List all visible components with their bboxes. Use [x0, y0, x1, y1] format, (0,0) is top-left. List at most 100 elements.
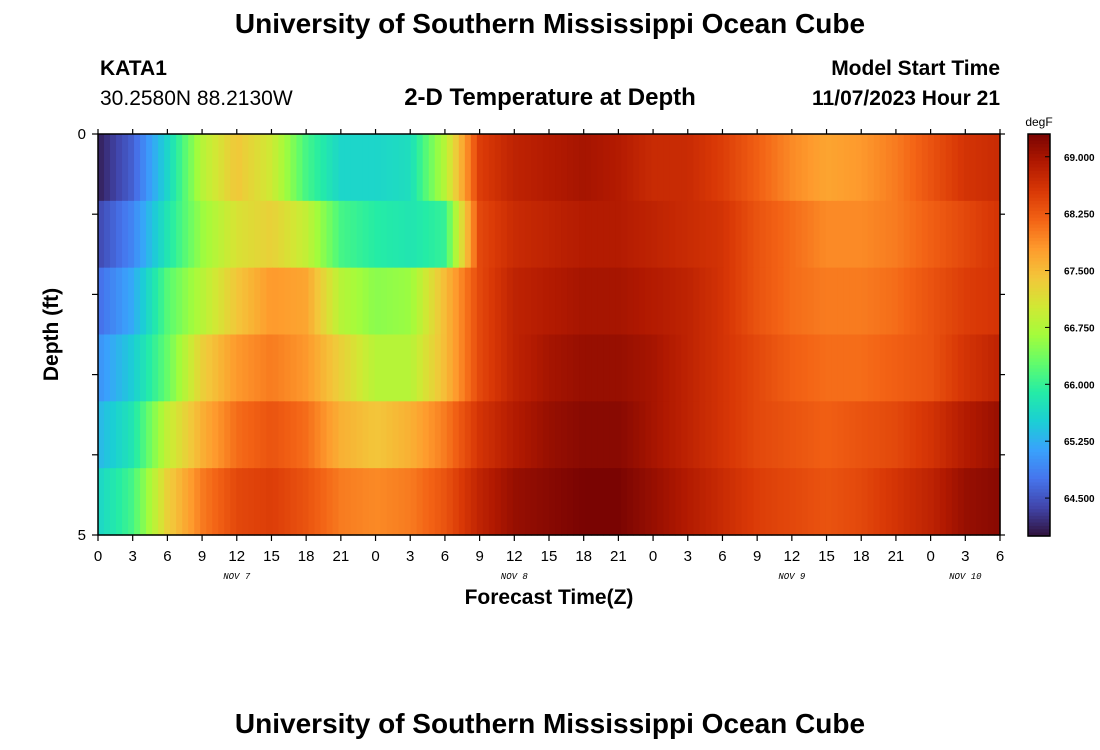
heatmap-cell: [320, 267, 328, 336]
heatmap-cell: [579, 401, 586, 469]
heatmap-cell: [633, 334, 640, 402]
heatmap-cell: [110, 200, 117, 269]
heatmap-cell: [440, 200, 448, 269]
heatmap-cell: [927, 134, 935, 202]
heatmap-cell: [981, 200, 989, 269]
heatmap-cell: [645, 401, 652, 469]
heatmap-cell: [699, 134, 706, 202]
colorbar-segment: [1028, 318, 1050, 323]
heatmap-cell: [302, 267, 310, 336]
heatmap-cell: [567, 334, 574, 402]
heatmap-cell: [446, 401, 454, 469]
heatmap-cell: [506, 267, 514, 336]
heatmap-cell: [296, 468, 304, 536]
heatmap-cell: [759, 267, 767, 336]
heatmap-cell: [963, 200, 971, 269]
heatmap-cell: [356, 267, 364, 336]
heatmap-cell: [530, 267, 538, 336]
heatmap-cell: [506, 401, 514, 469]
heatmap-cell: [573, 468, 580, 536]
heatmap-cell: [506, 200, 514, 269]
colorbar-segment: [1028, 522, 1050, 527]
heatmap-cell: [416, 134, 424, 202]
heatmap-cell: [693, 468, 700, 536]
heatmap-cell: [200, 200, 207, 269]
heatmap-cell: [512, 401, 520, 469]
heatmap-cell: [506, 334, 514, 402]
heatmap-cell: [320, 200, 328, 269]
heatmap-cell: [867, 200, 875, 269]
colorbar-segment: [1028, 492, 1050, 497]
heatmap-cell: [494, 334, 502, 402]
heatmap-cell: [801, 468, 809, 536]
colorbar-segment: [1028, 455, 1050, 460]
heatmap-cell: [392, 200, 400, 269]
heatmap-cell: [609, 401, 616, 469]
heatmap-cell: [164, 267, 171, 336]
heatmap-cell: [897, 334, 905, 402]
heatmap-cell: [657, 401, 664, 469]
heatmap-cell: [855, 401, 863, 469]
heatmap-cell: [104, 401, 111, 469]
heatmap-cell: [903, 134, 911, 202]
x-tick-label: 3: [406, 548, 414, 565]
heatmap-cell: [567, 200, 574, 269]
heatmap-cell: [879, 200, 887, 269]
heatmap-cell: [561, 267, 568, 336]
heatmap-cell: [879, 267, 887, 336]
heatmap-cell: [212, 468, 219, 536]
heatmap-cell: [260, 401, 267, 469]
heatmap-cell: [765, 334, 773, 402]
colorbar-segment: [1028, 452, 1050, 457]
heatmap-cell: [362, 401, 370, 469]
colorbar-segment: [1028, 167, 1050, 172]
heatmap-cell: [230, 468, 237, 536]
heatmap-cell: [561, 401, 568, 469]
heatmap-cell: [591, 334, 598, 402]
heatmap-cell: [164, 468, 171, 536]
heatmap-cell: [789, 401, 797, 469]
heatmap-cell: [542, 200, 550, 269]
heatmap-cell: [969, 267, 977, 336]
heatmap-cell: [573, 267, 580, 336]
heatmap-cell: [194, 200, 201, 269]
heatmap-cell: [741, 200, 749, 269]
heatmap-cell: [867, 267, 875, 336]
heatmap-cell: [555, 468, 562, 536]
heatmap-cell: [104, 267, 111, 336]
heatmap-cell: [783, 134, 791, 202]
x-tick-label: 12: [506, 548, 523, 565]
heatmap-cell: [140, 334, 147, 402]
heatmap-cell: [639, 267, 646, 336]
heatmap-cell: [981, 468, 989, 536]
heatmap-cell: [873, 401, 881, 469]
heatmap-cell: [771, 134, 779, 202]
heatmap-cell: [807, 401, 815, 469]
heatmap-cell: [320, 401, 328, 469]
heatmap-cell: [398, 468, 406, 536]
heatmap-cell: [470, 134, 478, 202]
heatmap-cell: [518, 334, 526, 402]
heatmap-cell: [681, 401, 688, 469]
heatmap-cell: [290, 468, 298, 536]
heatmap-cell: [350, 200, 358, 269]
colorbar-segment: [1028, 278, 1050, 282]
heatmap-cell: [344, 401, 352, 469]
heatmap-cell: [945, 334, 953, 402]
colorbar-segment: [1028, 482, 1050, 487]
heatmap-cell: [651, 267, 658, 336]
heatmap-cell: [597, 334, 604, 402]
heatmap-cell: [260, 267, 267, 336]
colorbar-segment: [1028, 405, 1050, 410]
heatmap-cell: [314, 468, 322, 536]
heatmap-cell: [903, 468, 911, 536]
colorbar-segment: [1028, 137, 1050, 142]
heatmap-cell: [224, 134, 231, 202]
heatmap-cell: [542, 267, 550, 336]
heatmap-cell: [482, 401, 490, 469]
heatmap-cell: [158, 334, 165, 402]
heatmap-cell: [482, 468, 490, 536]
heatmap-cell: [380, 401, 388, 469]
heatmap-cell: [536, 334, 544, 402]
heatmap-cell: [122, 134, 129, 202]
